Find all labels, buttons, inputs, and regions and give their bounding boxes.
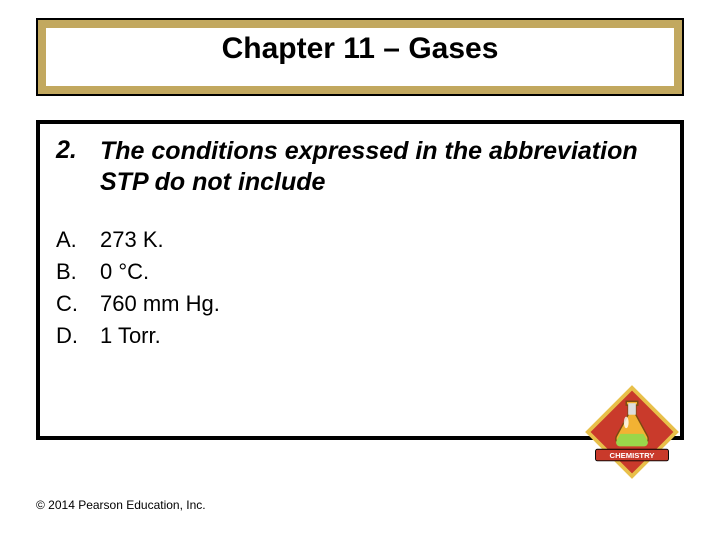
option-row: A. 273 K. — [56, 227, 664, 253]
question-row: 2. The conditions expressed in the abbre… — [56, 136, 664, 199]
option-text: 1 Torr. — [100, 323, 161, 349]
option-text: 760 mm Hg. — [100, 291, 220, 317]
chemistry-logo: CHEMISTRY — [584, 384, 680, 480]
option-label: C. — [56, 291, 100, 317]
option-label: A. — [56, 227, 100, 253]
option-row: D. 1 Torr. — [56, 323, 664, 349]
copyright-text: © 2014 Pearson Education, Inc. — [36, 498, 206, 512]
option-label: B. — [56, 259, 100, 285]
option-row: B. 0 °C. — [56, 259, 664, 285]
option-text: 273 K. — [100, 227, 164, 253]
option-row: C. 760 mm Hg. — [56, 291, 664, 317]
flask-highlight — [624, 417, 629, 429]
option-label: D. — [56, 323, 100, 349]
flask-liquid — [616, 434, 648, 446]
option-text: 0 °C. — [100, 259, 149, 285]
title-box: Chapter 11 – Gases — [36, 18, 684, 96]
flask-neck — [628, 403, 636, 415]
question-text: The conditions expressed in the abbrevia… — [100, 136, 664, 199]
question-number: 2. — [56, 136, 100, 165]
chemistry-logo-svg: CHEMISTRY — [584, 384, 680, 480]
logo-label: CHEMISTRY — [610, 451, 655, 460]
page-title: Chapter 11 – Gases — [222, 32, 499, 65]
